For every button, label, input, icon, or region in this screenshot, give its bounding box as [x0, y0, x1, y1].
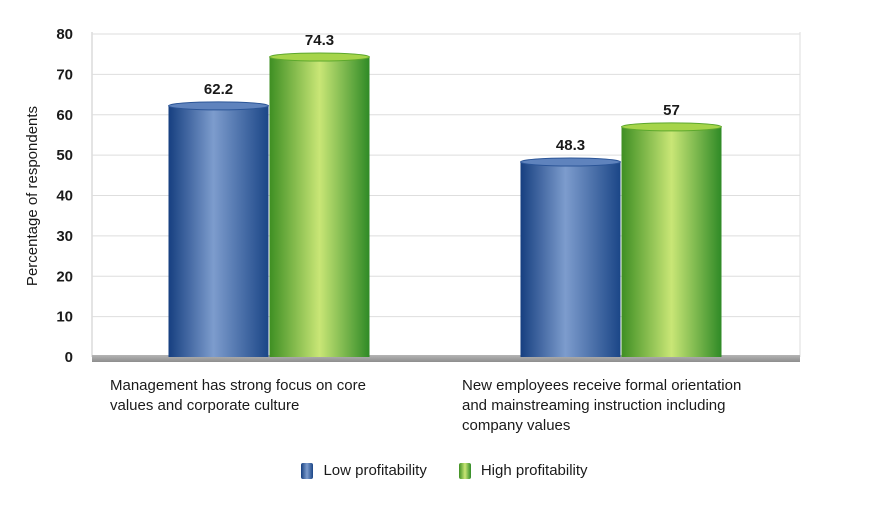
y-tick-label-10: 10 [56, 309, 73, 326]
data-label-low-2: 48.3 [556, 137, 585, 154]
legend-label-low: Low profitability [323, 462, 427, 479]
y-tick-label-60: 60 [56, 107, 73, 124]
data-label-high-1: 74.3 [305, 32, 334, 49]
bar-cap-high-2 [621, 122, 722, 132]
bar-cap-low-2 [520, 157, 621, 167]
bar-body-high-2 [621, 126, 722, 357]
legend-label-high: High profitability [480, 462, 588, 479]
legend-swatch-high [458, 462, 471, 479]
legend-item-high: High profitability [458, 462, 588, 479]
bar-body-low-1 [168, 105, 269, 358]
bar-body-high-1 [269, 57, 370, 358]
chart-floor [92, 355, 800, 362]
data-label-high-2: 57 [663, 102, 680, 119]
category-label-new-employees: New employees receive formal orientation… [462, 377, 742, 434]
bar-cap-high-1 [269, 52, 370, 62]
y-tick-label-20: 20 [56, 268, 73, 285]
y-tick-label-80: 80 [56, 26, 73, 43]
bar-high-1 [269, 52, 370, 358]
bar-high-2 [621, 122, 722, 357]
bar-low-2 [520, 157, 621, 357]
legend-swatch-low [301, 462, 314, 479]
y-tick-label-70: 70 [56, 66, 73, 83]
legend-item-low: Low profitability [301, 462, 427, 479]
y-tick-label-40: 40 [56, 188, 73, 205]
data-label-low-1: 62.2 [204, 81, 233, 98]
bar-low-1 [168, 101, 269, 358]
y-axis-title: Percentage of respondents [24, 106, 41, 286]
y-tick-label-30: 30 [56, 228, 73, 245]
legend: Low profitability High profitability [0, 462, 889, 479]
y-tick-label-50: 50 [56, 147, 73, 164]
bar-cap-low-1 [168, 101, 269, 111]
category-label-management: Management has strong focus on core valu… [110, 377, 366, 414]
bar-body-low-2 [520, 161, 621, 357]
y-tick-label-0: 0 [65, 349, 73, 366]
